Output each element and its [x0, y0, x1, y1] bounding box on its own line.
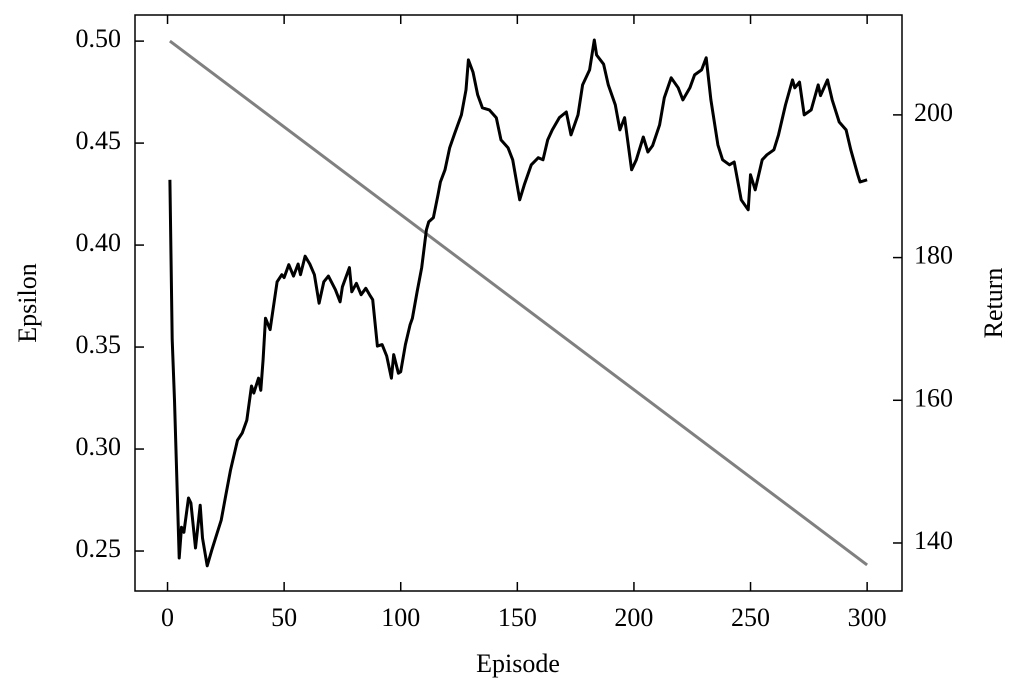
- y2-tick-label: 160: [914, 383, 953, 412]
- y-tick-label: 0.40: [76, 228, 122, 257]
- x-tick-label: 50: [271, 603, 297, 632]
- y-tick-label: 0.30: [76, 432, 122, 461]
- plot-frame: [134, 14, 903, 592]
- y2-tick-label: 200: [914, 98, 953, 127]
- x-axis-label: Episode: [476, 649, 560, 678]
- line-series: [168, 38, 868, 568]
- y-tick-label: 0.35: [76, 330, 122, 359]
- y-tick-label: 0.25: [76, 534, 122, 563]
- x-tick-label: 100: [381, 603, 420, 632]
- y-axis-label: Epsilon: [13, 263, 42, 342]
- x-tick-label: 200: [614, 603, 653, 632]
- y2-tick-label: 180: [914, 241, 953, 270]
- line-series: [168, 39, 869, 567]
- x-tick-label: 0: [161, 603, 174, 632]
- y2-tick-label: 140: [914, 526, 953, 555]
- x-tick-label: 250: [731, 603, 770, 632]
- x-tick-label: 300: [848, 603, 887, 632]
- x-tick-label: 150: [498, 603, 537, 632]
- y-tick-label: 0.45: [76, 126, 122, 155]
- y-tick-label: 0.50: [76, 24, 122, 53]
- y2-axis-label: Return: [979, 268, 1008, 339]
